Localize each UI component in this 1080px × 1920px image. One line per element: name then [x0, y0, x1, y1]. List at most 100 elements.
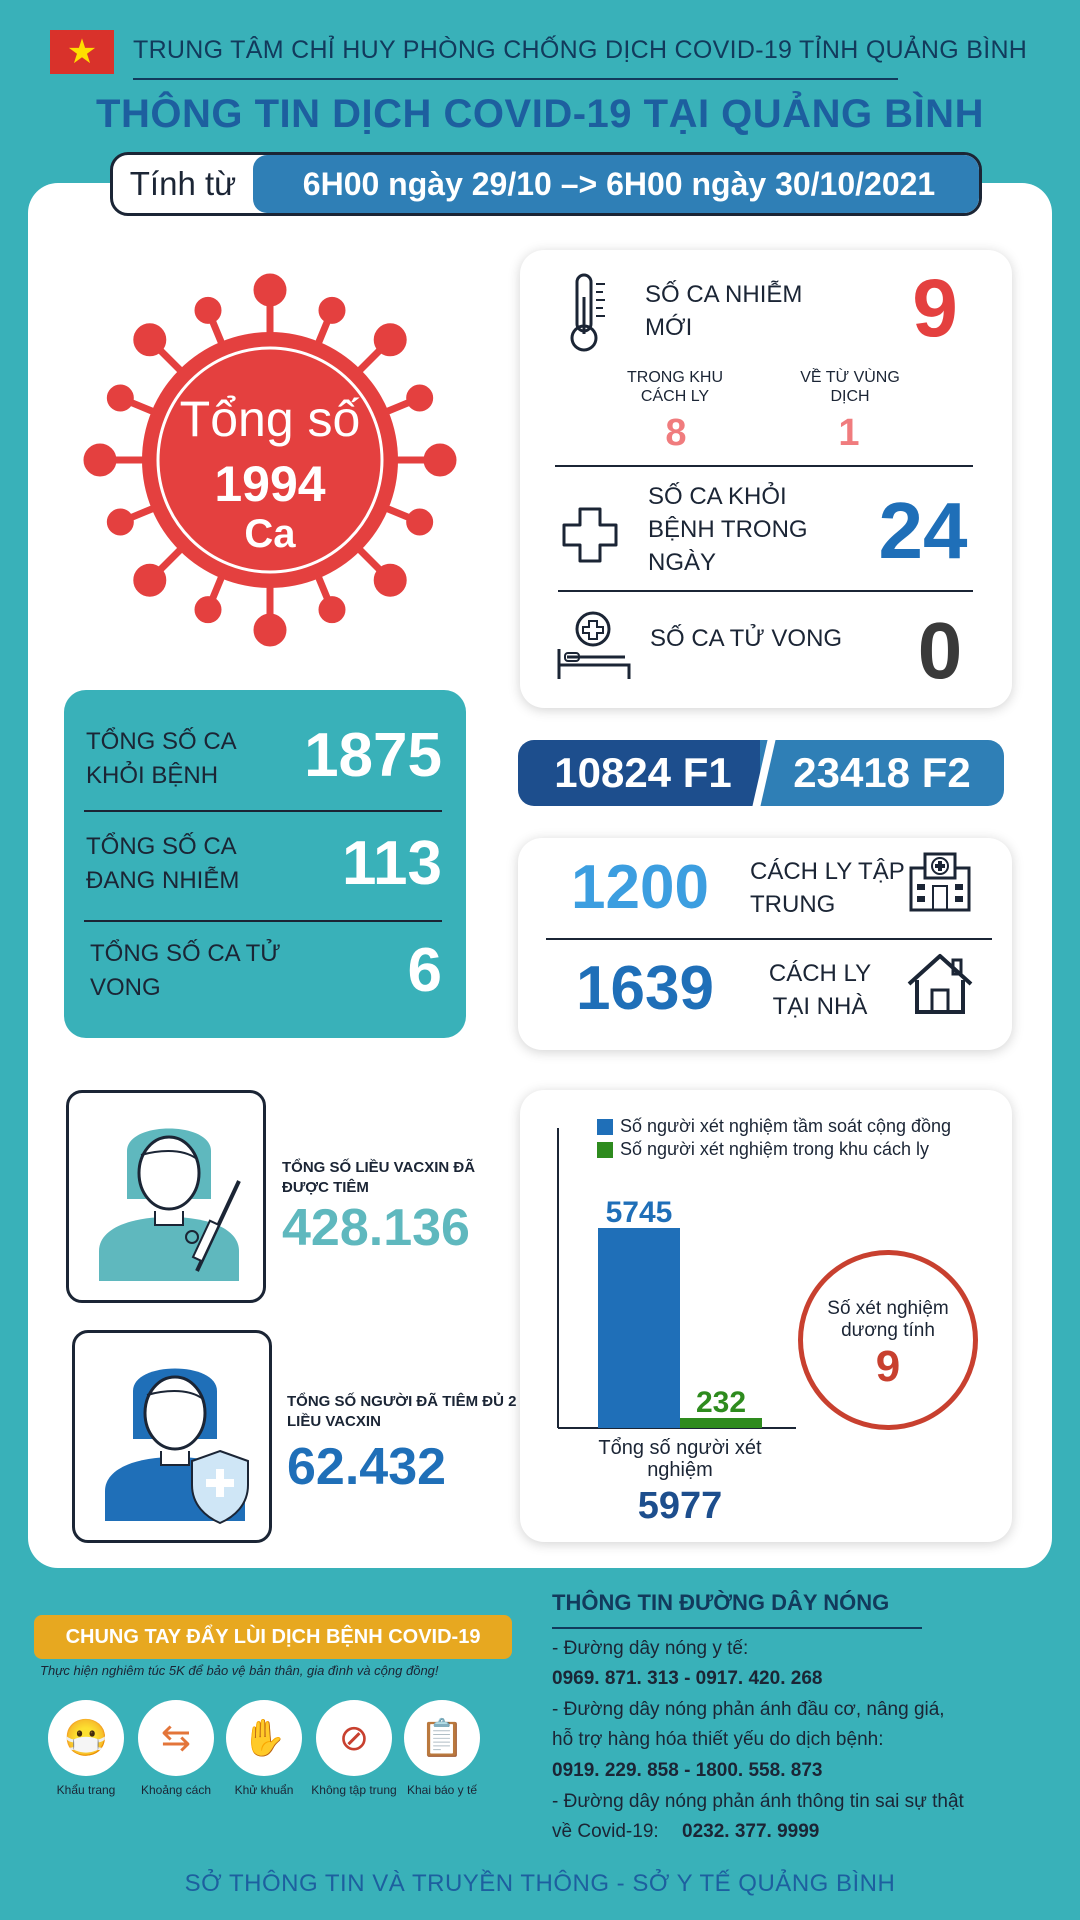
vietnam-flag [50, 30, 114, 74]
virus-spike-tip [83, 443, 117, 477]
divider [84, 810, 442, 812]
person-vaccine-icon [99, 1128, 241, 1281]
k5-label-no-gathering: Không tập trung [311, 1783, 397, 1797]
virus-spike-tip [106, 384, 134, 412]
organization-name: TRUNG TÂM CHỈ HUY PHÒNG CHỐNG DỊCH COVID… [133, 36, 1028, 64]
total-active-value: 113 [341, 829, 442, 898]
virus-icon [83, 273, 457, 647]
vaccine-doses-label: TỔNG SỐ LIỀU VACXIN ĐÃ ĐƯỢC TIÊM [282, 1159, 476, 1196]
fully-vaccinated-value: 62.432 [287, 1438, 447, 1496]
positive-tests-label: Số xét nghiệm dương tính [827, 1298, 949, 1341]
header-divider [133, 78, 898, 80]
recovered-today-value: 24 [878, 486, 968, 575]
divider [555, 465, 973, 467]
virus-spike-tip [318, 296, 346, 324]
hand-wash-glyph: ✋ [241, 1717, 287, 1758]
health-declaration-icon [404, 1700, 480, 1776]
vaccine-doses-value: 428.136 [282, 1199, 470, 1257]
k5-label-disinfect: Khử khuẩn [234, 1783, 294, 1797]
house-icon [907, 954, 973, 1014]
hotline-price-numbers: 0919. 229. 858 - 1800. 558. 873 [552, 1760, 823, 1781]
no-gathering-icon [316, 1700, 392, 1776]
thermometer-icon [570, 273, 605, 352]
legend-swatch-quarantine [597, 1142, 613, 1158]
virus-spike-tip [133, 323, 167, 357]
bar-community [598, 1228, 680, 1428]
campaign-slogan: Thực hiện nghiêm túc 5K để bảo vệ bản th… [40, 1663, 439, 1678]
new-cases-value: 9 [912, 263, 958, 354]
person-shield-icon [105, 1368, 249, 1525]
fully-vaccinated-card [72, 1330, 272, 1543]
hotline-divider [552, 1627, 922, 1629]
star-icon: ★ [66, 33, 98, 71]
totals-box [64, 690, 466, 1038]
legend-swatch-community [597, 1119, 613, 1135]
virus-spike-tip [406, 508, 434, 536]
virus-spike-tip [373, 563, 407, 597]
face-mask-icon [48, 1700, 124, 1776]
total-tested-label: Tổng số người xét nghiệm [598, 1437, 762, 1481]
legend-community-label: Số người xét nghiệm tầm soát cộng đồng [620, 1116, 952, 1136]
total-deaths-value: 6 [407, 936, 442, 1005]
hotline-price-label-2: hỗ trợ hàng hóa thiết yếu do dịch bệnh: [552, 1729, 884, 1750]
divider [546, 938, 992, 940]
new-cases-label: SỐ CA NHIỄM MỚI [645, 281, 803, 341]
total-recovered-value: 1875 [304, 721, 442, 790]
face-mask-glyph: 😷 [63, 1717, 109, 1758]
k5-label-distance: Khoảng cách [140, 1783, 212, 1797]
virus-spike-tip [194, 596, 222, 624]
campaign-banner: CHUNG TAY ĐẨY LÙI DỊCH BỆNH COVID-19 [34, 1615, 512, 1659]
virus-spike-tip [373, 323, 407, 357]
f2-contacts: 23418 F2 [760, 740, 1004, 806]
hospital-building-icon [909, 852, 971, 912]
quarantine-cases-label: TRONG KHU CÁCH LY [627, 369, 723, 405]
hotline-fake-label-2: về Covid-19: [552, 1821, 659, 1842]
hotline-title: THÔNG TIN ĐƯỜNG DÂY NÓNG [552, 1590, 890, 1615]
virus-spike-tip [423, 443, 457, 477]
positive-tests-value: 9 [875, 1342, 901, 1391]
total-recovered-label: TỔNG SỐ CA KHỎI BỆNH [86, 728, 236, 789]
period-pill: Tính từ 6H00 ngày 29/10 –> 6H00 ngày 30/… [110, 152, 982, 216]
total-cases-unit: Ca [244, 512, 296, 556]
period-label: Tính từ [129, 165, 237, 202]
recovered-today-label: SỐ CA KHỎI BỆNH TRONG NGÀY [648, 483, 808, 576]
virus-spike-tip [194, 296, 222, 324]
bar-value-label: 232 [696, 1386, 746, 1419]
distance-icon [138, 1700, 214, 1776]
centralized-isolation-label: CÁCH LY TẬP TRUNG [750, 858, 905, 918]
health-declaration-glyph: 📋 [419, 1717, 465, 1758]
hotline-medical-numbers: 0969. 871. 313 - 0917. 420. 268 [552, 1668, 823, 1689]
virus-spike-tip [406, 384, 434, 412]
divider [558, 590, 973, 592]
home-isolation-value: 1639 [576, 954, 714, 1023]
epidemic-area-cases-value: 1 [838, 412, 860, 454]
distance-glyph: ⇆ [160, 1717, 192, 1758]
hand-wash-icon [226, 1700, 302, 1776]
home-isolation-label: CÁCH LY TẠI NHÀ [768, 960, 872, 1020]
virus-spike-tip [253, 613, 287, 647]
page-title: THÔNG TIN DỊCH COVID-19 TẠI QUẢNG BÌNH [96, 92, 984, 136]
divider [84, 920, 442, 922]
vaccine-doses-card [66, 1090, 266, 1303]
footer-credit: SỞ THÔNG TIN VÀ TRUYỀN THÔNG - SỞ Y TẾ Q… [184, 1870, 896, 1897]
total-deaths-label: TỔNG SỐ CA TỬ VONG [90, 940, 281, 1001]
virus-spike-tip [106, 508, 134, 536]
hotline-fake-number: 0232. 377. 9999 [682, 1821, 820, 1842]
legend-quarantine-label: Số người xét nghiệm trong khu cách ly [620, 1139, 930, 1159]
deaths-today-value: 0 [917, 606, 963, 695]
total-active-label: TỔNG SỐ CA ĐANG NHIỄM [86, 833, 240, 894]
medical-cross-icon [562, 507, 618, 563]
hotline-medical-label: - Đường dây nóng y tế: [552, 1638, 749, 1659]
testing-bar-chart: 5745 232 [557, 1128, 796, 1429]
total-tested-value: 5977 [637, 1485, 723, 1527]
period-range: 6H00 ngày 29/10 –> 6H00 ngày 30/10/2021 [253, 155, 979, 213]
k5-label-declaration: Khai báo y tế [406, 1783, 478, 1797]
hotline-fake-label-1: - Đường dây nóng phản ánh thông tin sai … [552, 1791, 964, 1812]
no-gathering-glyph: ⊘ [338, 1717, 370, 1758]
k5-label-mask: Khẩu trang [56, 1783, 116, 1797]
fully-vaccinated-label: TỔNG SỐ NGƯỜI ĐÃ TIÊM ĐỦ 2 LIỀU VACXIN [287, 1393, 517, 1430]
slash-divider [752, 738, 776, 808]
hospital-bed-icon [557, 611, 631, 679]
centralized-isolation-value: 1200 [571, 853, 709, 922]
virus-spike-tip [133, 563, 167, 597]
